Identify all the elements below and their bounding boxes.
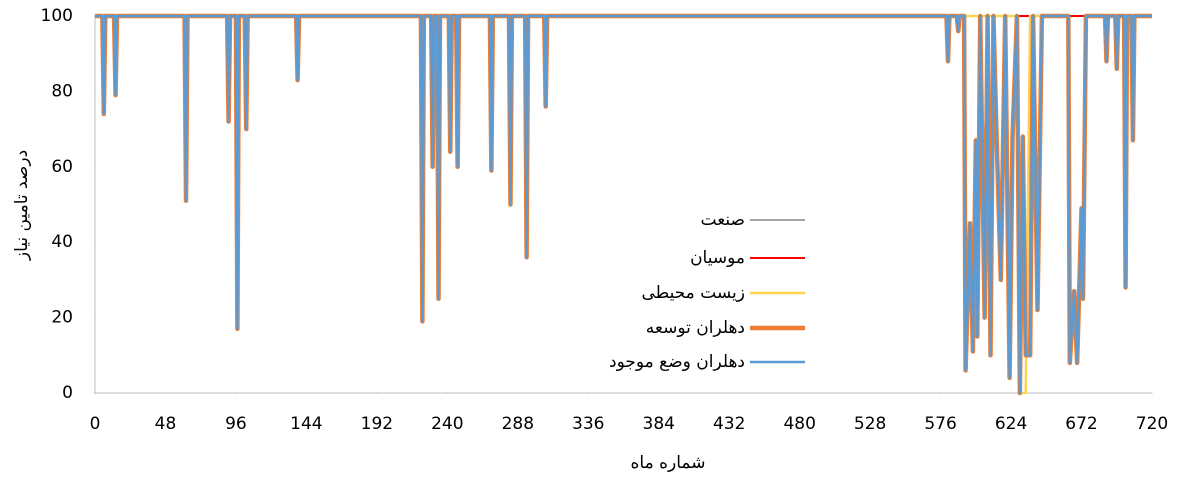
y-tick-label: 20: [51, 308, 73, 328]
x-tick-label: 672: [1065, 414, 1097, 434]
x-tick-label: 480: [783, 414, 815, 434]
legend-label: دهلران توسعه: [646, 318, 745, 338]
x-tick-label: 288: [502, 414, 534, 434]
legend-label: صنعت: [701, 210, 745, 230]
y-tick-label: 60: [51, 157, 73, 177]
x-axis-title: شماره ماه: [631, 453, 706, 473]
x-tick-label: 240: [431, 414, 463, 434]
legend-label: دهلران وضع موجود: [609, 352, 745, 372]
x-tick-label: 336: [572, 414, 604, 434]
x-tick-label: 0: [90, 414, 101, 434]
y-tick-label: 0: [62, 383, 73, 403]
x-tick-label: 624: [995, 414, 1027, 434]
series-line: [95, 14, 1152, 395]
y-tick-label: 80: [51, 81, 73, 101]
x-tick-label: 144: [290, 414, 322, 434]
x-tick-label: 384: [643, 414, 675, 434]
x-tick-label: 528: [854, 414, 886, 434]
x-tick-label: 192: [361, 414, 393, 434]
legend-label: موسیان: [690, 248, 745, 268]
x-tick-label: 720: [1136, 414, 1168, 434]
y-tick-label: 100: [41, 6, 73, 26]
x-tick-label: 96: [225, 414, 247, 434]
y-tick-label: 40: [51, 232, 73, 252]
x-tick-label: 432: [713, 414, 745, 434]
x-tick-label: 576: [924, 414, 956, 434]
x-tick-label: 48: [155, 414, 177, 434]
legend-label: زیست محیطی: [641, 283, 745, 303]
y-axis-title: درصد تامین نیاز: [12, 150, 32, 261]
